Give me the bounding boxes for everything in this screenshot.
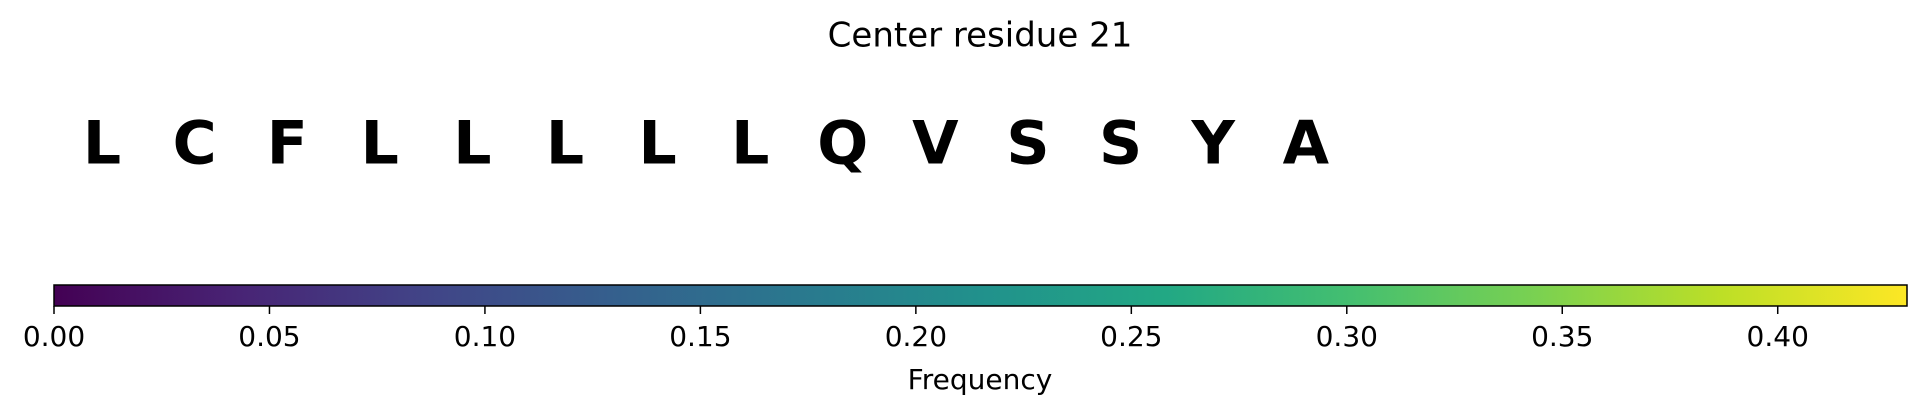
- x-tick-label: 0.35: [1531, 320, 1593, 353]
- residue-letter: F: [267, 109, 308, 179]
- colorbar: [53, 284, 1908, 307]
- colorbar-label: Frequency: [908, 363, 1053, 396]
- x-tick-label: 0.20: [885, 320, 947, 353]
- x-tick-label: 0.00: [23, 320, 85, 353]
- x-tick-label: 0.25: [1100, 320, 1162, 353]
- residue-letter: L: [731, 109, 769, 179]
- residue-letter: L: [546, 109, 584, 179]
- residue-letter: L: [638, 109, 676, 179]
- x-tick-label: 0.30: [1316, 320, 1378, 353]
- residue-letter: Q: [817, 109, 868, 179]
- x-tick-label: 0.05: [238, 320, 300, 353]
- residue-letter: V: [912, 109, 959, 179]
- x-tick-label: 0.40: [1747, 320, 1809, 353]
- residue-letter: S: [1006, 109, 1049, 179]
- residue-letter: A: [1283, 109, 1330, 179]
- residue-letter: L: [361, 109, 399, 179]
- residue-letter: S: [1099, 109, 1142, 179]
- residue-letter: Y: [1190, 109, 1236, 179]
- x-tick-label: 0.10: [454, 320, 516, 353]
- residue-letter: C: [173, 109, 217, 179]
- residue-letter: L: [453, 109, 491, 179]
- x-tick-label: 0.15: [669, 320, 731, 353]
- chart-title: Center residue 21: [828, 16, 1133, 56]
- residue-letter: L: [83, 109, 121, 179]
